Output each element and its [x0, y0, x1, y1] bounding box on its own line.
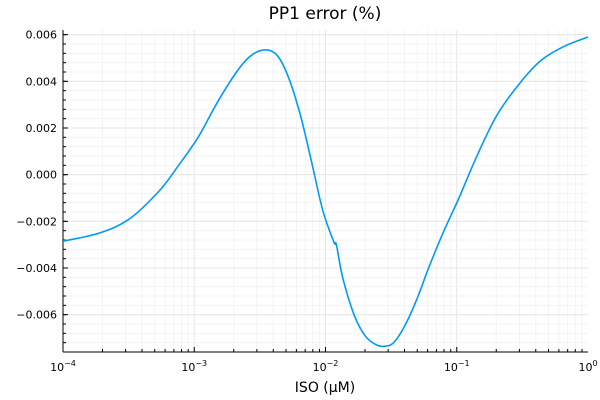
- x-tick-label: 10−3: [181, 359, 207, 374]
- y-tick-labels: 0.006 0.004 0.002 0.000 −0.002 −0.004 −0.006: [16, 29, 57, 322]
- x-tick-labels: 10−4 10−3 10−2 10−1 100: [50, 359, 597, 374]
- y-tick-label: 0.000: [26, 169, 58, 182]
- y-tick-label: −0.006: [16, 309, 57, 322]
- x-tick-label: 100: [578, 359, 597, 374]
- y-tick-label: 0.006: [26, 29, 58, 42]
- x-tick-label: 10−4: [50, 359, 76, 374]
- y-tick-label: −0.004: [16, 262, 57, 275]
- axes: [62, 30, 588, 353]
- y-tick-label: 0.002: [26, 122, 58, 135]
- y-tick-label: −0.002: [16, 215, 57, 228]
- y-tick-label: 0.004: [26, 75, 58, 88]
- x-tick-label: 10−1: [444, 359, 470, 374]
- chart-title: PP1 error (%): [269, 4, 382, 24]
- grid: [62, 30, 588, 353]
- x-tick-label: 10−2: [313, 359, 339, 374]
- x-axis-label: ISO (µM): [295, 380, 355, 396]
- series-line: [62, 36, 589, 348]
